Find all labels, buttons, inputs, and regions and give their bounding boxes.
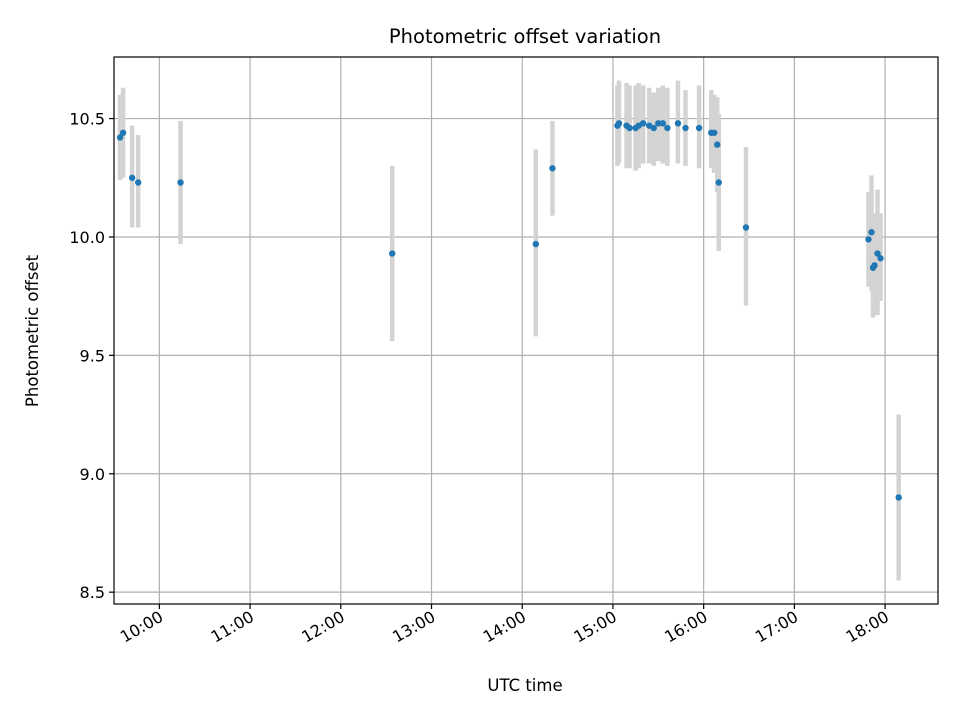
plot-frame [113, 56, 939, 605]
data-point [626, 124, 633, 132]
data-point [664, 124, 671, 132]
y-tick-label: 10.5 [69, 110, 105, 129]
data-point [895, 494, 902, 501]
y-axis-label: Photometric offset [23, 254, 42, 407]
data-point [134, 179, 142, 186]
data-point [682, 124, 689, 132]
data-points [116, 120, 902, 501]
data-point [714, 141, 721, 148]
data-point [177, 179, 184, 186]
y-tick-label: 8.5 [80, 583, 105, 602]
data-point [877, 255, 884, 262]
data-point [128, 174, 136, 181]
data-point [871, 262, 878, 269]
plot-area [114, 57, 938, 604]
data-point [388, 250, 396, 257]
data-point [639, 120, 647, 127]
data-point [874, 250, 881, 257]
data-point [655, 120, 662, 127]
y-tick-label: 10.0 [69, 228, 105, 247]
data-point [715, 179, 722, 186]
data-point [549, 165, 556, 172]
data-point [532, 240, 540, 248]
data-point [659, 120, 667, 127]
data-point [868, 229, 875, 236]
chart-title: Photometric offset variation [389, 25, 661, 48]
data-point [711, 129, 718, 136]
y-axis-ticks: 8.5 9.0 9.5 10.0 10.5 [69, 110, 114, 602]
x-axis-label: UTC time [487, 676, 562, 695]
data-point [116, 134, 124, 141]
y-tick-label: 9.0 [80, 465, 105, 484]
data-point [615, 120, 623, 127]
data-point [865, 236, 872, 243]
y-tick-label: 9.5 [80, 346, 105, 365]
grid-lines [114, 57, 938, 604]
data-point [650, 124, 657, 132]
data-point [119, 129, 127, 136]
data-point [674, 120, 682, 127]
data-point [742, 224, 750, 231]
data-point [695, 124, 703, 132]
